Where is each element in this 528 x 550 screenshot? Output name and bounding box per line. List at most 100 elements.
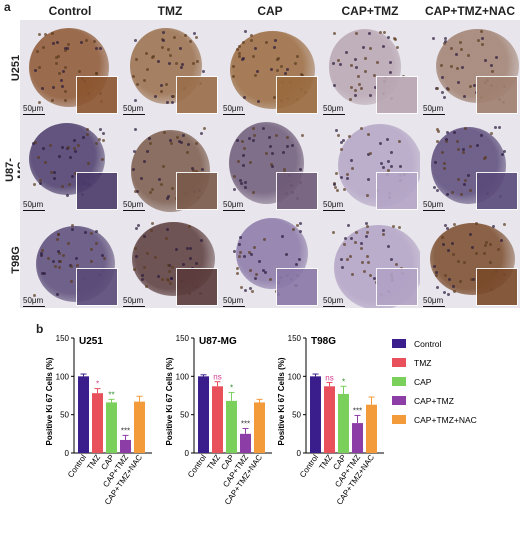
magnified-inset — [376, 268, 418, 306]
significance-label-t98g-3: *** — [353, 406, 362, 415]
micrograph-tile-u251-control: 50μm — [20, 20, 120, 116]
scale-bar-label: 50μm — [23, 296, 44, 305]
bar-t98g-2 — [338, 393, 349, 453]
magnified-inset — [276, 268, 318, 306]
scale-bar — [423, 306, 445, 307]
magnified-inset — [76, 76, 118, 114]
magnified-inset — [176, 76, 218, 114]
bar-u251-3 — [120, 439, 131, 453]
scale-bar-label: 50μm — [123, 104, 144, 113]
scale-bar-label: 50μm — [323, 104, 344, 113]
legend-label-3: CAP+TMZ — [414, 396, 454, 406]
bar-u251-4 — [134, 401, 145, 453]
legend-label-0: Control — [414, 339, 442, 349]
legend-swatch-1 — [392, 358, 406, 367]
significance-label-u251-3: *** — [121, 426, 130, 435]
scale-bar — [123, 114, 145, 115]
micrograph-tile-u87-mg-cap: 50μm — [220, 116, 320, 212]
y-tick-label-u87-mg: 0 — [185, 449, 190, 458]
bar-u251-1 — [92, 393, 103, 453]
magnified-inset — [276, 76, 318, 114]
scale-bar — [323, 114, 345, 115]
y-tick-label-u87-mg: 50 — [180, 411, 189, 420]
micrograph-tile-t98g-cap: 50μm — [220, 212, 320, 308]
column-header-control: Control — [48, 4, 92, 18]
legend-swatch-0 — [392, 339, 406, 348]
micrograph-tile-u87-mg-tmz: 50μm — [120, 116, 220, 212]
magnified-inset — [276, 172, 318, 210]
y-tick-label-t98g: 50 — [292, 411, 301, 420]
legend-label-2: CAP — [414, 377, 432, 387]
scale-bar — [23, 306, 45, 307]
scale-bar — [223, 306, 245, 307]
y-tick-label-u87-mg: 150 — [176, 334, 190, 343]
scale-bar-label: 50μm — [123, 200, 144, 209]
legend-swatch-4 — [392, 415, 406, 424]
y-axis-label-u251: Positive Ki 67 Cells (%) — [45, 357, 54, 445]
micrograph-tile-t98g-cap-tmz: 50μm — [320, 212, 420, 308]
significance-label-t98g-2: * — [342, 377, 345, 386]
scale-bar-label: 50μm — [223, 296, 244, 305]
column-header-cap: CAP — [257, 4, 283, 18]
micrograph-tile-u251-cap-tmz-nac: 50μm — [420, 20, 520, 116]
bar-u251-2 — [106, 402, 117, 453]
bar-u87-mg-4 — [254, 402, 265, 453]
magnified-inset — [76, 172, 118, 210]
scale-bar-label: 50μm — [123, 296, 144, 305]
y-tick-label-u251: 100 — [56, 372, 70, 381]
bar-u87-mg-0 — [198, 376, 209, 453]
magnified-inset — [476, 76, 518, 114]
magnified-inset — [376, 76, 418, 114]
x-tick-label-u251-1: TMZ — [85, 453, 102, 472]
bar-t98g-4 — [366, 404, 377, 453]
y-tick-label-t98g: 0 — [297, 449, 302, 458]
y-tick-label-t98g: 100 — [288, 372, 302, 381]
y-axis-label-t98g: Positive Ki 67 Cells (%) — [277, 357, 286, 445]
bar-t98g-1 — [324, 386, 335, 453]
panel-a-letter: a — [4, 0, 11, 14]
y-tick-label-u251: 0 — [65, 449, 70, 458]
scale-bar — [123, 306, 145, 307]
ki67-bar-charts: 0 50 100 150 Positive Ki 67 Cells (%) U251 Con… — [45, 334, 477, 507]
bar-t98g-3 — [352, 423, 363, 453]
significance-label-u251-2: ** — [108, 390, 114, 399]
scale-bar-label: 50μm — [323, 296, 344, 305]
magnified-inset — [476, 268, 518, 306]
scale-bar — [223, 114, 245, 115]
significance-label-t98g-1: ns — [325, 373, 333, 382]
y-axis-label-u87-mg: Positive Ki 67 Cells (%) — [165, 357, 174, 445]
bar-u251-0 — [78, 376, 89, 453]
scale-bar-label: 50μm — [23, 200, 44, 209]
column-header-tmz: TMZ — [157, 4, 183, 18]
scale-bar — [23, 210, 45, 211]
micrograph-tile-u87-mg-control: 50μm — [20, 116, 120, 212]
y-tick-label-u87-mg: 100 — [176, 372, 190, 381]
x-tick-label-t98g-1: TMZ — [317, 453, 334, 472]
micrograph-tile-u251-tmz: 50μm — [120, 20, 220, 116]
y-tick-label-t98g: 150 — [288, 334, 302, 343]
legend-swatch-3 — [392, 396, 406, 405]
scale-bar — [323, 210, 345, 211]
micrograph-tile-t98g-tmz: 50μm — [120, 212, 220, 308]
magnified-inset — [176, 172, 218, 210]
magnified-inset — [376, 172, 418, 210]
x-tick-label-u87-mg-1: TMZ — [205, 453, 222, 472]
scale-bar — [323, 306, 345, 307]
chart-title-u87-mg: U87-MG — [199, 336, 237, 347]
scale-bar-label: 50μm — [223, 104, 244, 113]
bar-u87-mg-2 — [226, 400, 237, 453]
chart-title-u251: U251 — [79, 336, 103, 347]
legend-label-1: TMZ — [414, 358, 431, 368]
magnified-inset — [476, 172, 518, 210]
scale-bar — [423, 114, 445, 115]
scale-bar-label: 50μm — [423, 200, 444, 209]
scale-bar — [223, 210, 245, 211]
micrograph-tile-u87-mg-cap-tmz-nac: 50μm — [420, 116, 520, 212]
magnified-inset — [176, 268, 218, 306]
y-tick-label-u251: 150 — [56, 334, 70, 343]
bar-t98g-0 — [310, 376, 321, 453]
scale-bar-label: 50μm — [23, 104, 44, 113]
bar-u87-mg-3 — [240, 433, 251, 453]
column-header-cap-tmz-nac: CAP+TMZ+NAC — [424, 4, 515, 18]
scale-bar — [423, 210, 445, 211]
